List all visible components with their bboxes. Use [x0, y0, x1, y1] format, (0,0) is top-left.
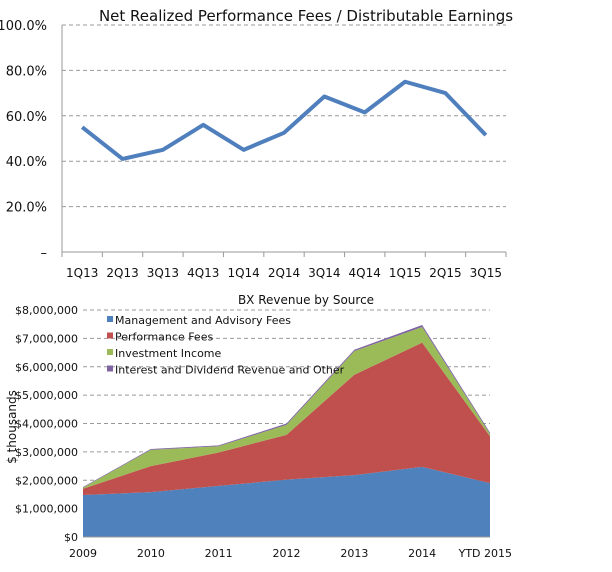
y-tick-label: $7,000,000 — [15, 332, 78, 345]
y-tick-label: 80.0% — [6, 64, 47, 79]
y-tick-label: $1,000,000 — [15, 503, 78, 516]
data-line — [82, 82, 486, 159]
x-tick-label: 3Q13 — [147, 266, 179, 280]
x-tick-label: 4Q13 — [187, 266, 219, 280]
x-tick-label: 2013 — [340, 547, 368, 560]
y-tick-label: $2,000,000 — [15, 474, 78, 487]
x-tick-label: 2010 — [137, 547, 165, 560]
legend-label: Investment Income — [115, 347, 222, 360]
y-tick-label: $4,000,000 — [15, 418, 78, 431]
x-tick-label: 3Q14 — [308, 266, 340, 280]
x-tick-label: 2009 — [69, 547, 97, 560]
x-tick-label: 2011 — [205, 547, 233, 560]
y-tick-label: $5,000,000 — [15, 389, 78, 402]
y-tick-label: 100.0% — [0, 19, 47, 34]
x-tick-label: 2012 — [273, 547, 301, 560]
y-tick-label: 20.0% — [6, 201, 47, 216]
y-tick-label: $3,000,000 — [15, 446, 78, 459]
legend-swatch — [107, 366, 113, 372]
y-tick-label: 40.0% — [6, 155, 47, 170]
x-tick-label: YTD 2015 — [458, 547, 512, 560]
legend-label: Performance Fees — [115, 331, 213, 344]
legend-swatch — [107, 333, 113, 339]
y-tick-label: – — [41, 246, 48, 261]
y-tick-label: 60.0% — [6, 110, 47, 125]
x-tick-label: 1Q15 — [389, 266, 421, 280]
x-tick-label: 2Q13 — [106, 266, 138, 280]
y-tick-label: $8,000,000 — [15, 304, 78, 317]
legend-label: Interest and Dividend Revenue and Other — [115, 364, 345, 377]
x-tick-label: 3Q15 — [470, 266, 502, 280]
legend-label: Management and Advisory Fees — [115, 314, 291, 327]
legend-swatch — [107, 316, 113, 322]
legend-swatch — [107, 349, 113, 355]
y-tick-label: $6,000,000 — [15, 361, 78, 374]
x-tick-label: 1Q14 — [227, 266, 259, 280]
x-tick-label: 2Q14 — [268, 266, 300, 280]
x-tick-label: 2014 — [408, 547, 436, 560]
line-chart-title: Net Realized Performance Fees / Distribu… — [99, 7, 513, 25]
y-tick-label: $0 — [64, 531, 78, 544]
x-tick-label: 2Q15 — [429, 266, 461, 280]
x-tick-label: 4Q14 — [349, 266, 381, 280]
x-tick-label: 1Q13 — [66, 266, 98, 280]
area-chart-title: BX Revenue by Source — [238, 293, 374, 307]
